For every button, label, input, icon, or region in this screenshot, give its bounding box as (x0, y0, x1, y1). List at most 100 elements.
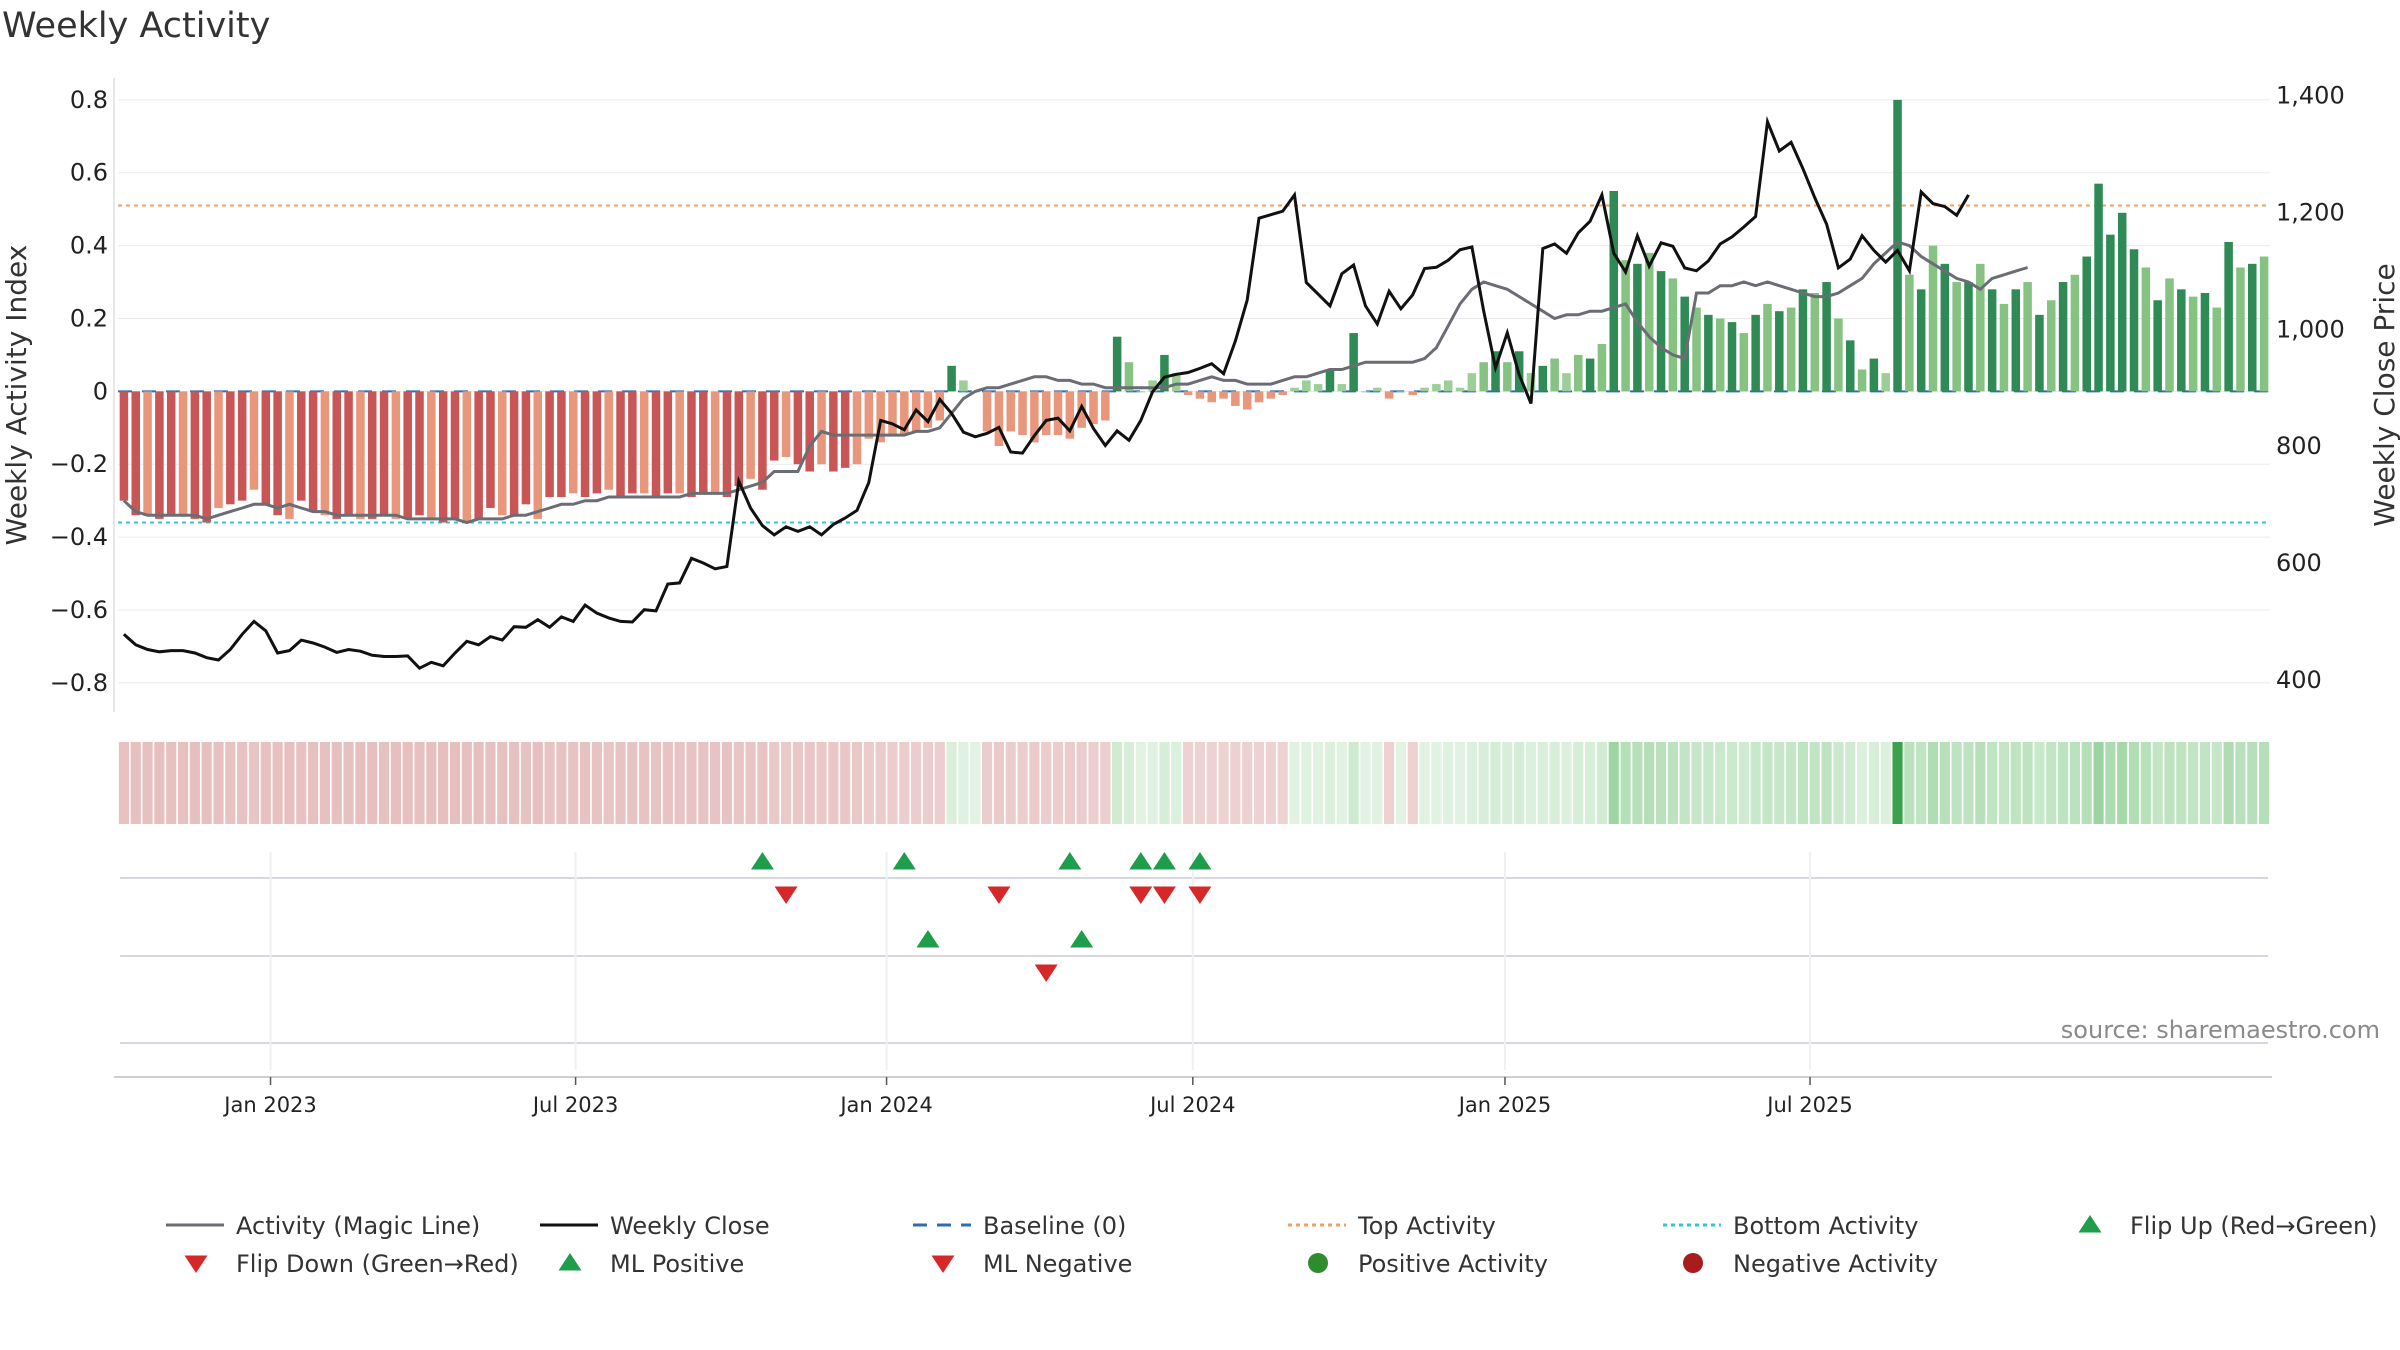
activity-bar (403, 391, 412, 519)
x-tick-label: Jul 2025 (1765, 1093, 1852, 1117)
heat-strip-cell (946, 742, 957, 824)
heat-strip-cell (1490, 742, 1501, 824)
heat-strip-cell (2188, 742, 2199, 824)
heat-strip-cell (1939, 742, 1950, 824)
activity-bar (580, 391, 590, 498)
heat-strip-cell (1809, 742, 1820, 824)
heat-strip-cell (899, 742, 910, 824)
activity-bar (1704, 314, 1713, 392)
heat-strip-cell (1797, 742, 1809, 824)
activity-bar (474, 391, 483, 519)
heat-strip-cell (556, 742, 567, 824)
activity-bar (1349, 333, 1358, 392)
activity-bar (1455, 387, 1465, 392)
heat-strip-cell (1289, 742, 1300, 824)
activity-bar (533, 391, 543, 519)
activity-bar (1775, 311, 1784, 392)
heat-strip-cell (225, 742, 236, 824)
heat-strip-cell (721, 742, 733, 824)
activity-bar (1621, 260, 1630, 392)
activity-bar (202, 391, 211, 523)
heat-strip-cell (2259, 742, 2270, 824)
activity-bar (1633, 263, 1642, 392)
activity-bar (1834, 318, 1843, 392)
legend-label: ML Negative (983, 1250, 1132, 1278)
heat-strip-cell (733, 742, 744, 824)
heat-strip-cell (1596, 742, 1608, 824)
heat-strip-cell (1762, 742, 1773, 824)
activity-bar (2011, 289, 2021, 392)
activity-bar (1124, 362, 1134, 392)
y-tick-label-right: 1,400 (2276, 82, 2345, 110)
activity-bar (781, 391, 791, 457)
activity-bar (2094, 183, 2103, 392)
heat-strip-cell (1880, 742, 1891, 824)
legend-item: Positive Activity (1308, 1250, 1548, 1278)
heat-strip-cell (911, 742, 922, 824)
activity-bar (2200, 292, 2210, 392)
heat-strip-cell (1159, 742, 1170, 824)
heat-strip-cell (1537, 742, 1548, 824)
heat-strip-cell (1123, 742, 1135, 824)
legend-swatch (558, 1253, 582, 1271)
activity-bar (1112, 336, 1122, 392)
activity-bar (2070, 274, 2080, 392)
activity-bar (1585, 358, 1595, 392)
activity-bar (2177, 289, 2186, 392)
activity-bar (793, 391, 803, 465)
legend-item: Flip Up (Red→Green) (2078, 1212, 2378, 1240)
heat-strip-cell (934, 742, 945, 824)
heat-strip-cell (887, 742, 898, 824)
activity-bar (190, 391, 200, 519)
activity-bar (1325, 369, 1335, 392)
activity-bar (1574, 354, 1583, 392)
heat-strip-cell (2140, 742, 2151, 824)
legend-item: Top Activity (1288, 1212, 1496, 1240)
heat-strip-cell (367, 742, 378, 824)
reference-lines (118, 204, 2270, 524)
activity-bar (2153, 300, 2162, 392)
heat-strip-cell (473, 742, 484, 824)
heat-strip-cell (1183, 742, 1194, 824)
heat-strip-cell (402, 742, 413, 824)
activity-bar (1786, 307, 1796, 392)
heat-strip-cell (1975, 742, 1986, 824)
activity-bar (1550, 358, 1559, 392)
activity-bars (119, 99, 2269, 523)
heat-strip-cell (1348, 742, 1359, 824)
activity-bar (308, 391, 318, 512)
heat-strip-cell (1608, 742, 1619, 824)
heat-strip-cell (2010, 742, 2021, 824)
y-tick-label-left: 0.2 (70, 304, 108, 332)
heat-strip-cell (2105, 742, 2116, 824)
heat-strip-cell (1632, 742, 1643, 824)
heat-strip-cell (509, 742, 520, 824)
activity-bar (1763, 303, 1772, 392)
activity-bar (959, 380, 968, 392)
heat-strip-cell (1277, 742, 1288, 824)
activity-bar (237, 391, 247, 501)
heat-strip-cell (1561, 742, 1572, 824)
activity-bar (214, 391, 223, 508)
heat-strip-cell (213, 742, 224, 824)
heat-strip-cell (1904, 742, 1915, 824)
heat-strip-cell (2176, 742, 2187, 824)
heat-strip-cell (1088, 742, 1099, 824)
heat-strip-cell (118, 742, 129, 824)
activity-bar (900, 391, 909, 436)
heat-strip-cell (308, 742, 319, 824)
y-tick-label-left: −0.2 (50, 450, 108, 478)
legend-label: Bottom Activity (1733, 1212, 1918, 1240)
activity-bar (1443, 380, 1453, 392)
chart-title: Weekly Activity (2, 6, 271, 46)
heat-strip-cell (1833, 742, 1844, 824)
heat-strip-cell (1218, 742, 1229, 824)
activity-bar (2259, 256, 2269, 392)
activity-bar (2035, 314, 2044, 392)
activity-bar (604, 391, 613, 490)
activity-bar (1361, 391, 1370, 393)
heat-strip-cell (627, 742, 638, 824)
flip-up-marker (750, 852, 774, 870)
heat-strip-cell (1868, 742, 1879, 824)
